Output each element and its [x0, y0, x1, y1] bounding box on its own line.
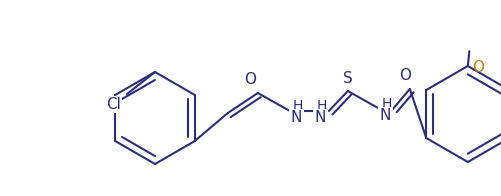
- Text: N: N: [314, 110, 326, 124]
- Text: Cl: Cl: [106, 97, 121, 112]
- Text: O: O: [399, 67, 411, 83]
- Text: H: H: [293, 99, 303, 113]
- Text: H: H: [382, 97, 392, 111]
- Text: H: H: [317, 99, 327, 113]
- Text: N: N: [379, 107, 390, 122]
- Text: O: O: [472, 60, 484, 75]
- Text: O: O: [244, 72, 256, 86]
- Text: N: N: [290, 110, 302, 124]
- Text: S: S: [343, 71, 353, 85]
